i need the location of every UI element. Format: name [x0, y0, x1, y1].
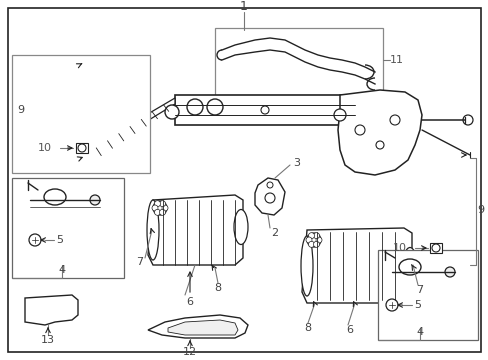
- Circle shape: [462, 115, 472, 125]
- Circle shape: [153, 201, 167, 215]
- Polygon shape: [302, 228, 411, 303]
- Polygon shape: [148, 315, 247, 338]
- Bar: [429, 243, 441, 253]
- Text: 5: 5: [414, 300, 421, 310]
- Circle shape: [162, 205, 168, 211]
- Circle shape: [264, 193, 274, 203]
- Circle shape: [154, 209, 160, 215]
- Circle shape: [306, 233, 320, 247]
- Circle shape: [159, 201, 165, 207]
- Circle shape: [333, 109, 346, 121]
- Bar: [12, 55, 150, 173]
- Polygon shape: [168, 320, 238, 335]
- Circle shape: [164, 105, 179, 119]
- Circle shape: [315, 237, 321, 243]
- Polygon shape: [85, 98, 175, 163]
- Circle shape: [385, 299, 397, 311]
- Polygon shape: [148, 195, 243, 265]
- Circle shape: [186, 99, 203, 115]
- Text: 4: 4: [416, 327, 423, 337]
- Circle shape: [354, 125, 364, 135]
- Bar: [215, 28, 382, 96]
- Ellipse shape: [402, 248, 416, 283]
- Text: 2: 2: [271, 228, 278, 238]
- Ellipse shape: [147, 200, 159, 260]
- Circle shape: [78, 144, 86, 152]
- Text: 7: 7: [416, 285, 423, 295]
- Circle shape: [154, 201, 160, 207]
- Polygon shape: [254, 178, 285, 215]
- Circle shape: [29, 234, 41, 246]
- Circle shape: [261, 106, 268, 114]
- Text: 4: 4: [59, 265, 65, 275]
- Text: 5: 5: [57, 235, 63, 245]
- Circle shape: [313, 233, 319, 239]
- Text: 11: 11: [389, 55, 403, 65]
- Ellipse shape: [398, 259, 420, 275]
- Text: 12: 12: [183, 347, 197, 357]
- Text: 7: 7: [136, 257, 143, 267]
- Circle shape: [152, 205, 158, 211]
- Text: 8: 8: [304, 323, 311, 333]
- Text: 3: 3: [293, 158, 300, 168]
- Circle shape: [444, 267, 454, 277]
- Circle shape: [159, 209, 165, 215]
- Circle shape: [313, 241, 319, 247]
- Polygon shape: [337, 90, 421, 175]
- Ellipse shape: [301, 236, 312, 296]
- Text: 10: 10: [38, 143, 52, 153]
- Polygon shape: [25, 295, 78, 325]
- Circle shape: [389, 115, 399, 125]
- Text: 13: 13: [41, 335, 55, 345]
- Text: 9: 9: [18, 105, 24, 115]
- Circle shape: [206, 99, 223, 115]
- Circle shape: [305, 237, 311, 243]
- Circle shape: [90, 195, 100, 205]
- Bar: [175, 95, 354, 125]
- Ellipse shape: [44, 189, 66, 205]
- Text: 1: 1: [240, 0, 247, 13]
- Circle shape: [375, 141, 383, 149]
- Circle shape: [266, 182, 272, 188]
- Bar: [76, 143, 88, 153]
- Circle shape: [431, 244, 439, 252]
- Text: 9: 9: [476, 205, 484, 215]
- Circle shape: [308, 241, 314, 247]
- Text: 8: 8: [214, 283, 221, 293]
- Text: 6: 6: [346, 325, 353, 335]
- Bar: [12, 178, 124, 278]
- Bar: [377, 250, 477, 340]
- Ellipse shape: [234, 210, 247, 244]
- Text: 10: 10: [392, 243, 406, 253]
- Text: 6: 6: [186, 297, 193, 307]
- Circle shape: [308, 233, 314, 239]
